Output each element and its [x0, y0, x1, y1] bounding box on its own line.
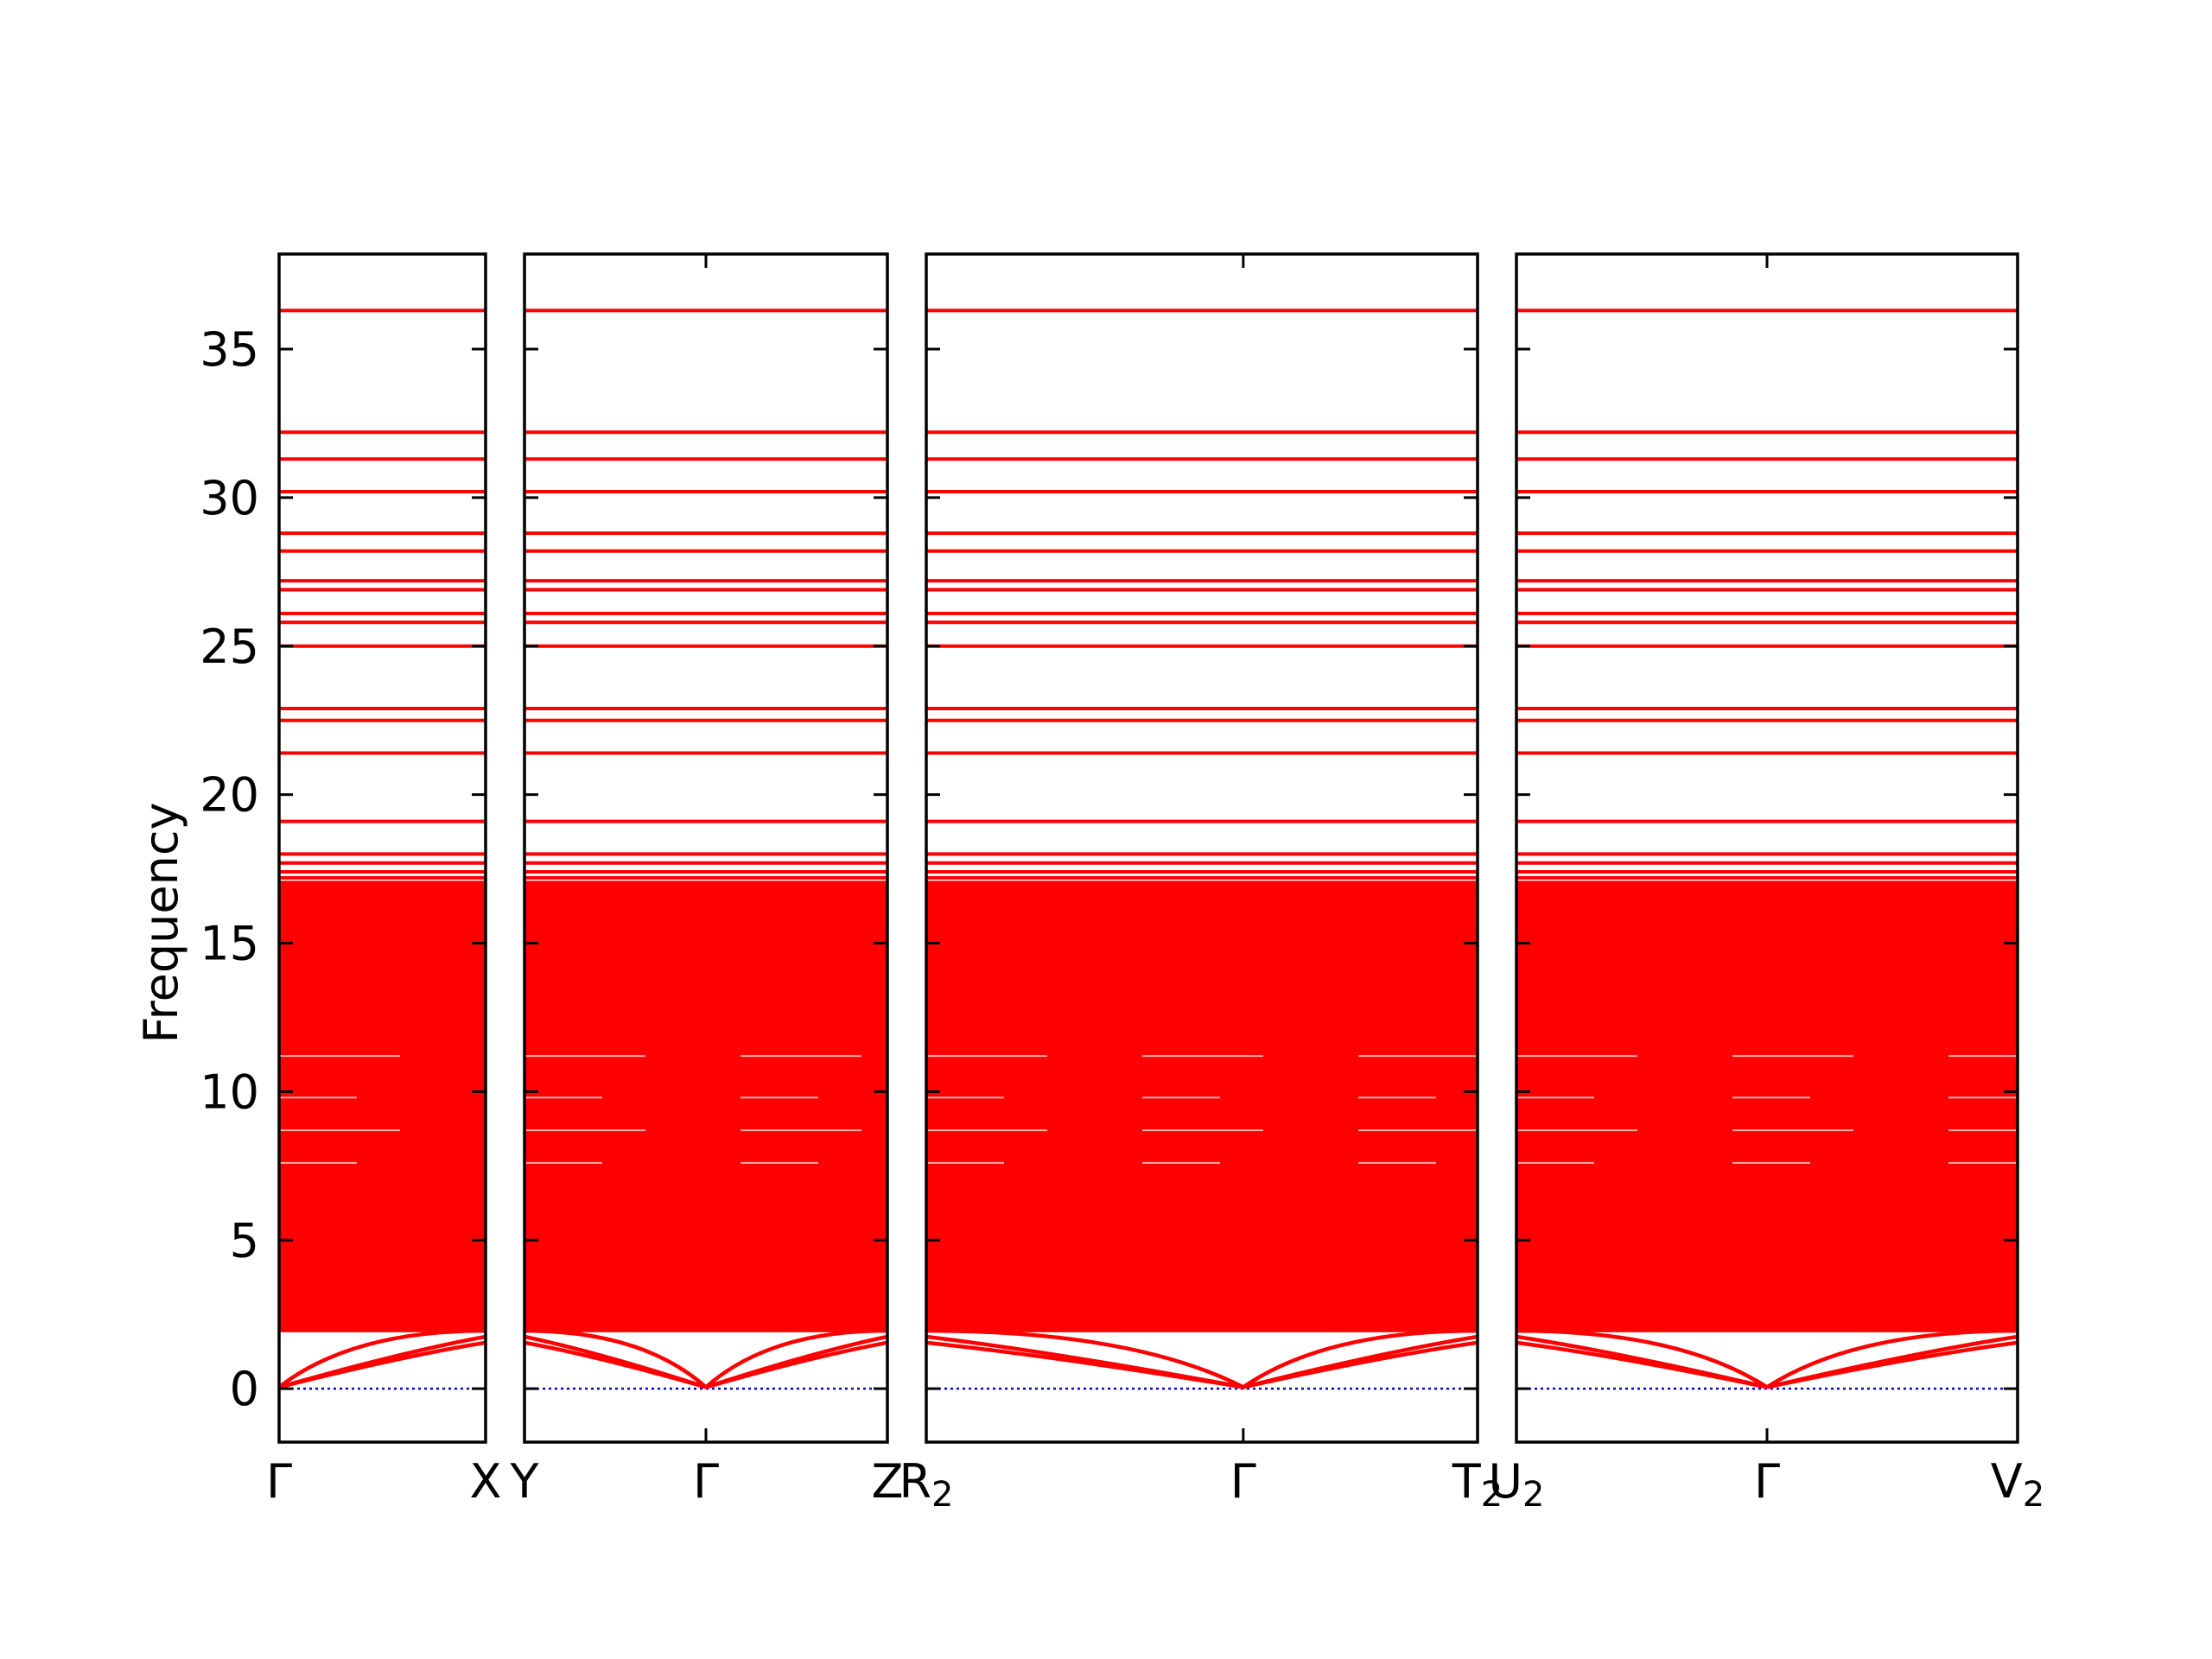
- y-tick-label: 10: [200, 1065, 259, 1119]
- k-point-label: X: [470, 1454, 502, 1509]
- y-axis-label: Frequency: [134, 803, 188, 1044]
- acoustic-branch-line: [279, 1328, 486, 1389]
- k-point-label: V2: [1991, 1454, 2044, 1515]
- y-tick-label: 5: [230, 1213, 259, 1268]
- acoustic-branch-line: [926, 1340, 1244, 1389]
- dense-band-region: [524, 880, 887, 1332]
- band-panel-4: U2 Γ V2: [1489, 252, 2044, 1515]
- y-tick-label: 0: [230, 1362, 259, 1416]
- acoustic-branch-line: [1516, 1340, 1768, 1389]
- y-tick-label: 25: [200, 620, 259, 674]
- y-tick-label: 20: [200, 768, 259, 823]
- k-point-label: Γ: [693, 1454, 719, 1509]
- acoustic-branch-line: [524, 1334, 707, 1389]
- panel-frame: [277, 252, 487, 1444]
- dense-band-region: [1516, 880, 2018, 1332]
- acoustic-branch-line: [1243, 1340, 1478, 1389]
- k-point-label: Z: [872, 1454, 904, 1509]
- y-tick-label: 35: [200, 322, 259, 377]
- acoustic-branch-line: [524, 1328, 708, 1389]
- k-point-label: Γ: [1754, 1454, 1780, 1509]
- k-point-label: T2: [1452, 1454, 1503, 1515]
- k-point-label: Γ: [1230, 1454, 1256, 1509]
- k-point-label: U2: [1489, 1454, 1545, 1515]
- acoustic-branch-line: [279, 1334, 486, 1389]
- k-point-label: R2: [899, 1454, 954, 1515]
- acoustic-branch-line: [704, 1328, 887, 1389]
- acoustic-branch-line: [926, 1334, 1244, 1389]
- dense-band-region: [279, 880, 486, 1332]
- acoustic-branch-line: [705, 1334, 887, 1389]
- acoustic-branch-line: [1766, 1340, 2018, 1389]
- acoustic-branch-line: [1766, 1334, 2018, 1389]
- acoustic-branch-line: [1765, 1328, 2018, 1389]
- acoustic-branch-line: [1516, 1334, 1768, 1389]
- acoustic-branch-line: [1516, 1328, 1769, 1389]
- y-tick-label: 30: [200, 471, 259, 525]
- y-tick-label: 15: [200, 917, 259, 971]
- dense-band-region: [926, 880, 1478, 1332]
- acoustic-branch-line: [1243, 1334, 1478, 1389]
- acoustic-branch-line: [1242, 1328, 1478, 1389]
- k-point-label: Y: [510, 1454, 540, 1509]
- acoustic-branch-line: [926, 1328, 1244, 1389]
- panel-frame: [925, 252, 1479, 1444]
- band-panel-3: R2 Γ T2: [899, 252, 1503, 1515]
- k-point-label: Γ: [266, 1454, 292, 1509]
